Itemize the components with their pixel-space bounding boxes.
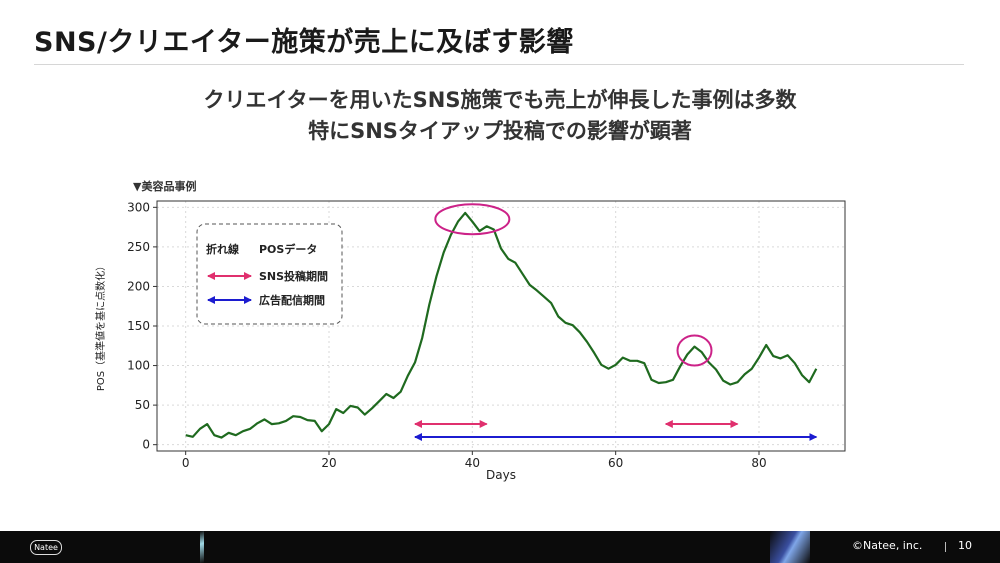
decorative-streak-right (770, 531, 810, 563)
y-tick-label: 300 (127, 200, 150, 214)
slide-title: SNS/クリエイター施策が売上に及ぼす影響 (34, 27, 574, 58)
page-number: 10 (958, 539, 972, 552)
legend-label-line: 折れ線 (206, 242, 239, 256)
y-tick-label: 200 (127, 279, 150, 293)
pos-data-line (185, 211, 818, 439)
y-tick-label: 150 (127, 319, 150, 333)
copyright: ©Natee, inc. (852, 539, 923, 552)
peak-highlight-circle (676, 334, 713, 367)
example-tag: ▼美容品事例 (133, 180, 197, 193)
legend-desc-pos: POSデータ (259, 242, 317, 256)
footer-separator (945, 542, 946, 552)
x-tick-label: 0 (182, 456, 190, 470)
decorative-streak-left (200, 531, 204, 563)
y-axis-label: POS（基準値を基に点数化） (94, 261, 107, 391)
pos-line-chart: 0 20 40 60 80 0 50 100 150 200 250 300 Days POS（基準値を基… (94, 200, 846, 482)
headline-line-1: クリエイターを用いたSNS施策でも売上が伸長した事例は多数 (203, 88, 797, 112)
legend-label-sns: SNS投稿期間 (259, 269, 328, 283)
y-tick-label: 0 (142, 438, 150, 452)
title-divider (34, 64, 964, 65)
x-tick-label: 80 (751, 456, 766, 470)
x-tick-label: 60 (608, 456, 623, 470)
legend-label-ad: 広告配信期間 (259, 293, 325, 307)
y-tick-label: 100 (127, 359, 150, 373)
footer-bar: Natee ©Natee, inc. 10 (0, 531, 1000, 563)
x-axis-label: Days (486, 468, 516, 482)
natee-logo: Natee (30, 540, 62, 555)
x-tick-label: 40 (465, 456, 480, 470)
peak-highlight-circle (434, 203, 511, 236)
x-tick-label: 20 (321, 456, 336, 470)
y-tick-label: 50 (135, 398, 150, 412)
y-tick-label: 250 (127, 240, 150, 254)
headline-line-2: 特にSNSタイアップ投稿での影響が顕著 (308, 119, 692, 143)
